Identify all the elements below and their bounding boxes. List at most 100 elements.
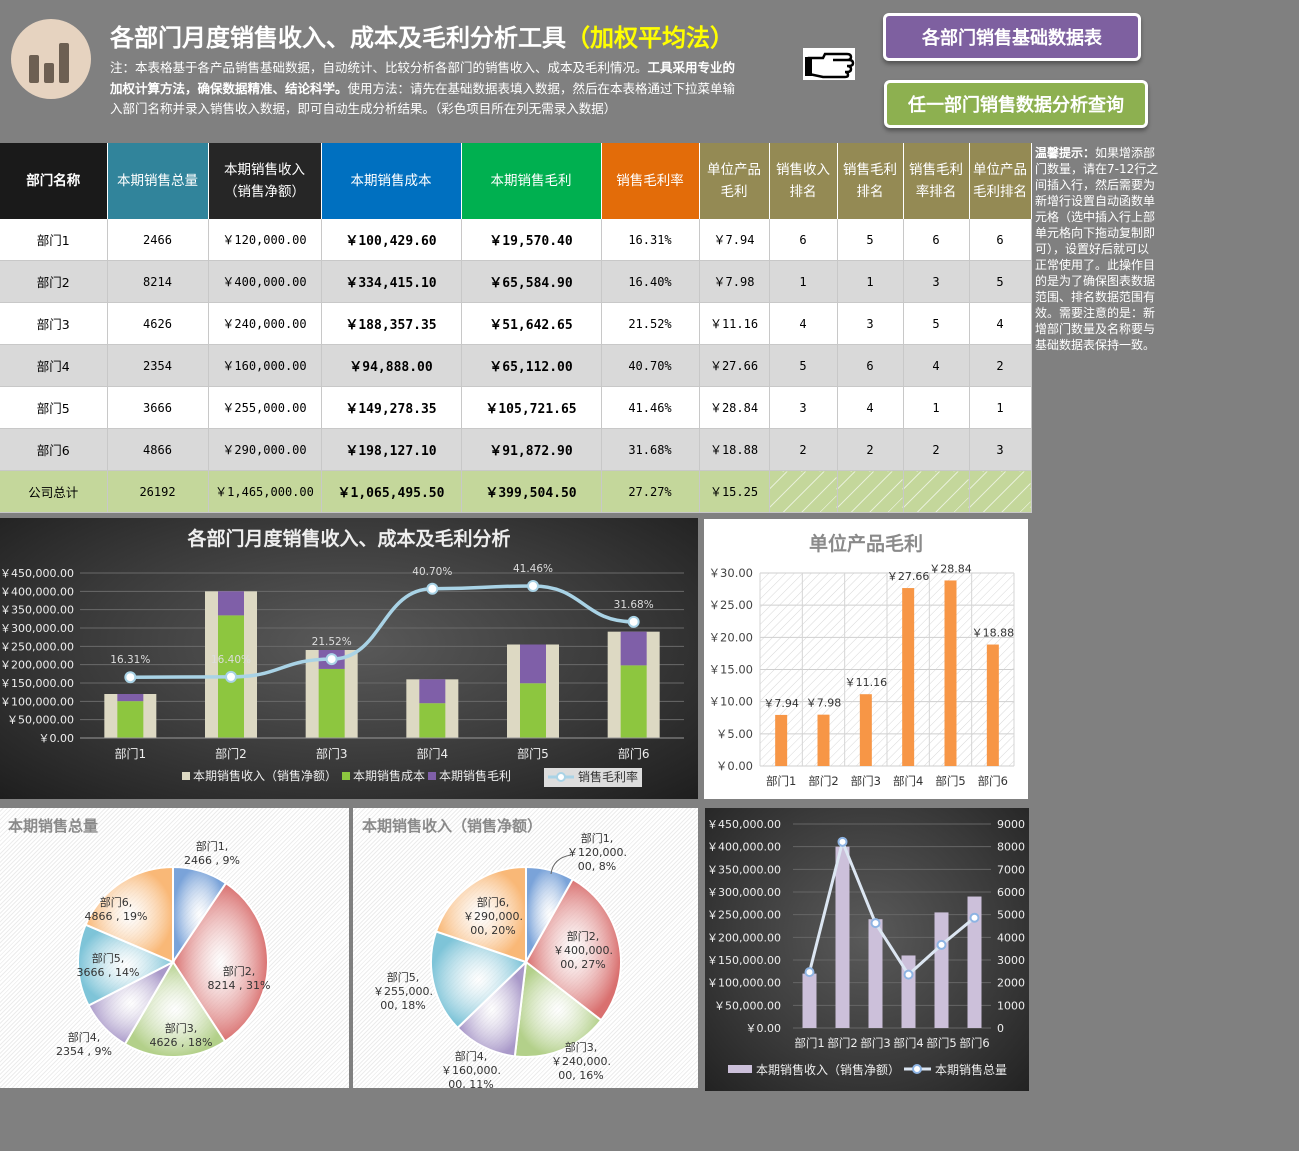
column-header-line: 本期销售毛利 [490, 173, 572, 189]
x-tick-label: 部门3 [860, 1036, 890, 1050]
y2-tick-label: 8000 [997, 841, 1025, 854]
data-label: ￥255,000. [373, 985, 433, 998]
y-tick-label: ￥200,000.00 [707, 931, 781, 944]
table-header-row: 部门名称 本期销售总量 本期销售收入 （销售净额） 本期销售成本 本期销售毛利 销售毛利率单… [0, 143, 1032, 219]
data-label: 16.31% [110, 654, 150, 666]
table-cell: 1 [769, 260, 838, 303]
table-row: 部门1 2466 ￥120,000.00 ￥100,429.60 ￥19,570.40 1… [0, 219, 1032, 261]
table-cell: 4 [969, 302, 1032, 345]
y-tick-label: ￥30.00 [709, 566, 753, 580]
y-tick-label: ￥250,000.00 [0, 640, 74, 653]
y2-tick-label: 3000 [997, 954, 1025, 967]
data-label: 部门6, [477, 895, 510, 909]
data-label: 部门1, [196, 839, 229, 853]
y-tick-label: ￥0.00 [39, 732, 75, 745]
bar-chart-icon [11, 19, 91, 99]
column-header-line: 销售毛利 [843, 162, 897, 178]
pie-slice [430, 930, 528, 1030]
table-cell: 26192 [107, 470, 209, 513]
table-cell [969, 470, 1032, 513]
data-label: 00, 11% [448, 1078, 493, 1088]
table-cell: 3 [903, 260, 970, 303]
revenue-bar [967, 896, 982, 1028]
profit-bar [218, 591, 244, 616]
table-cell: 公司总计 [0, 470, 108, 513]
legend-swatch [342, 772, 350, 780]
column-header-line: 率排名 [915, 184, 957, 200]
table-cell: 2 [969, 344, 1032, 387]
x-tick-label: 部门1 [766, 774, 796, 788]
pie-slice [171, 881, 269, 1043]
table-cell: ￥91,872.90 [461, 428, 602, 471]
chart-title: 单位产品毛利 [808, 533, 923, 555]
legend-swatch [182, 772, 190, 780]
table-cell: ￥7.98 [699, 260, 770, 303]
page-title: 各部门月度销售收入、成本及毛利分析工具（加权平均法） [110, 24, 734, 52]
profit-bar [520, 644, 546, 684]
table-cell: 部门5 [0, 386, 108, 429]
data-label: 00, 20% [470, 924, 515, 937]
x-tick-label: 部门6 [959, 1036, 989, 1050]
column-header: 本期销售成本 [321, 143, 462, 219]
title-highlight: （加权平均法） [566, 24, 734, 52]
table-cell: ￥19,570.40 [461, 219, 602, 261]
table-cell: 1 [903, 386, 970, 429]
column-header-line: 销售毛利率 [616, 173, 684, 189]
data-label: 2466 , 9% [184, 854, 240, 867]
column-header: 单位产品 毛利 [699, 143, 770, 219]
column-header-line: 单位产品 [973, 162, 1027, 178]
table-cell: 2466 [107, 219, 209, 261]
table-cell: 部门3 [0, 302, 108, 345]
column-header-line: 销售毛利 [909, 162, 963, 178]
pie-slice [513, 960, 603, 1058]
table-cell: ￥198,127.10 [321, 428, 462, 471]
margin-rate-line [130, 584, 634, 679]
table-cell: 部门1 [0, 219, 108, 261]
sales-revenue-pie: 部门1, ￥120,000. 00, 8% 部门2, ￥400,000. 00, 27% 部… [353, 808, 698, 1088]
chart-title: 本期销售总量 [8, 817, 99, 835]
x-tick-label: 部门5 [935, 774, 965, 788]
base-data-button[interactable]: 各部门销售基础数据表 [883, 13, 1141, 61]
table-cell [903, 470, 970, 513]
volume-point [936, 939, 947, 950]
x-tick-label: 部门1 [794, 1036, 824, 1050]
y2-tick-label: 2000 [997, 977, 1025, 990]
data-label: ￥120,000. [567, 846, 627, 859]
x-tick-label: 部门5 [926, 1036, 956, 1050]
x-tick-label: 部门2 [215, 746, 247, 761]
data-label: 4866 , 19% [85, 910, 148, 923]
data-label: 部门3, [165, 1021, 198, 1035]
table-cell: 3 [769, 386, 838, 429]
table-cell: 部门6 [0, 428, 108, 471]
y-tick-label: ￥450,000.00 [0, 567, 74, 580]
x-tick-label: 部门6 [618, 746, 650, 761]
data-label: 8214 , 31% [208, 979, 271, 992]
table-cell: 16.40% [601, 260, 700, 303]
legend-swatch [912, 1064, 922, 1074]
data-label: ￥7.94 [763, 697, 799, 710]
legend-swatch [428, 772, 436, 780]
table-cell: 部门2 [0, 260, 108, 303]
table-cell: 5 [969, 260, 1032, 303]
x-tick-label: 部门2 [808, 774, 838, 788]
department-query-button[interactable]: 任一部门销售数据分析查询 [884, 80, 1148, 128]
column-header: 单位产品 毛利排名 [969, 143, 1032, 219]
data-label: ￥27.66 [887, 570, 930, 583]
y2-tick-label: 7000 [997, 863, 1025, 876]
data-label: 部门2, [223, 964, 256, 978]
revenue-bar [868, 919, 883, 1028]
legend-label: 本期销售收入（销售净额） [193, 768, 337, 783]
data-label: 2354 , 9% [56, 1045, 112, 1058]
volume-point [804, 967, 815, 978]
y-tick-label: ￥400,000.00 [0, 585, 74, 598]
table-cell: 2354 [107, 344, 209, 387]
column-header: 部门名称 [0, 143, 108, 219]
volume-point [903, 969, 914, 980]
table-cell: 4866 [107, 428, 209, 471]
column-header-line: 排名 [789, 184, 817, 200]
data-label: ￥18.88 [972, 627, 1015, 640]
pie-slice [84, 865, 174, 964]
revenue-volume-combo-chart: ￥450,000.00 9000 ￥400,000.00 8000 ￥350,000.0… [705, 808, 1029, 1091]
table-cell: ￥334,415.10 [321, 260, 462, 303]
column-header-line: 本期销售成本 [350, 173, 432, 189]
